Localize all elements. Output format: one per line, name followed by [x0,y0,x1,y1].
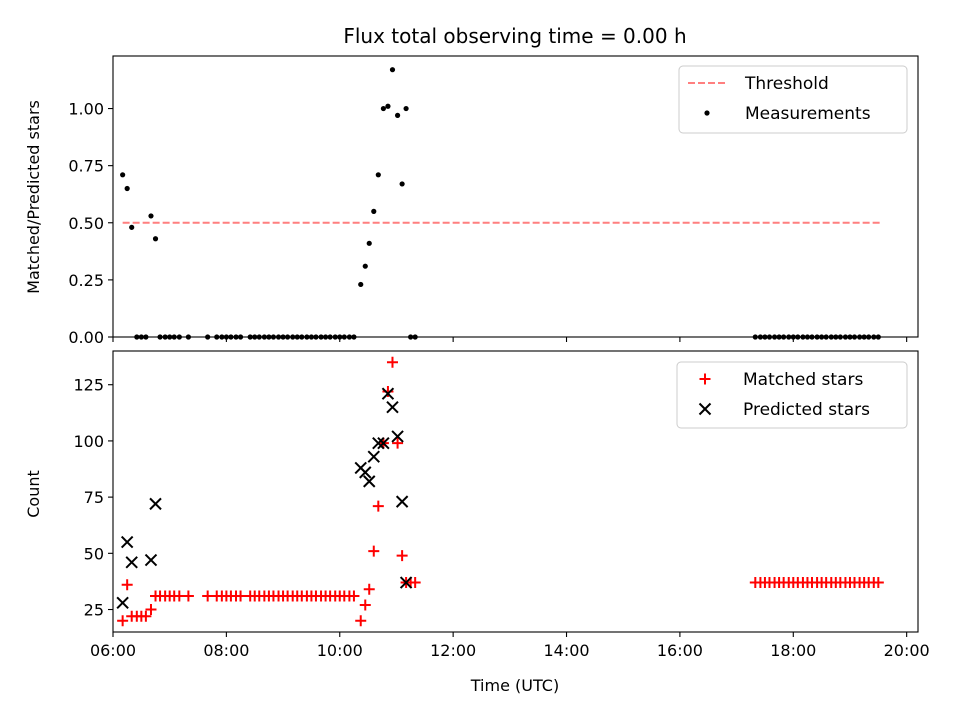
predicted-stars-point [367,450,380,463]
top-y-tick-label: 0.50 [68,214,104,233]
measurements-point [366,240,372,246]
matched-stars-point [355,615,367,627]
bottom-legend-box [676,361,908,429]
predicted-stars-point [125,556,138,569]
predicted-stars-point [363,475,376,488]
matched-stars-point [121,579,133,591]
predicted-stars-point [372,436,385,450]
x-tick-label: 20:00 [884,641,930,660]
matched-stars-point [235,590,247,602]
measurements-point [389,67,396,73]
predicted-stars-point [399,576,413,589]
x-tick-label: 16:00 [657,641,703,660]
x-tick-label: 18:00 [770,641,816,660]
predicted-stars-point [359,466,372,479]
matched-stars-point [396,550,408,562]
measurements-point [371,208,377,214]
measurements-point [120,172,126,178]
legend-measurements-label: Measurements [745,104,871,124]
matched-stars-point [359,599,371,611]
legend-predicted-stars-label: Predicted stars [743,400,870,420]
measurements-point [358,281,364,288]
measurements-point [380,105,387,112]
top-y-tick-label: 0.75 [68,157,104,176]
bottom-marks [116,356,884,627]
predicted-stars-point [386,400,399,414]
top-plot-frame [112,55,919,338]
bottom-y-tick-label: 50 [84,544,104,563]
measurements-point [403,105,409,112]
top-axes: 0.00 0.25 0.50 0.75 1.00 [68,100,908,347]
measurements-point [148,213,154,219]
x-tick-label: 06:00 [90,641,136,660]
matched-stars-point [392,437,404,449]
measurements-point [375,172,381,178]
legend-matched-stars-label: Matched stars [743,370,863,390]
top-legend: Threshold Measurements [678,65,908,134]
measurements-point [129,224,135,230]
top-legend-box [678,65,908,134]
predicted-stars-point [120,535,134,549]
bottom-legend: Matched stars Predicted stars [676,361,908,429]
bottom-y-tick-label: 25 [84,601,104,620]
x-tick-label: 10:00 [317,641,363,660]
predicted-stars-point [144,553,158,567]
matched-stars-point [409,577,421,589]
x-tick-label: 12:00 [430,641,476,660]
measurements-point [385,103,391,109]
bottom-y-tick-label: 75 [84,488,104,507]
matched-stars-point [386,356,398,368]
matched-stars-point [363,583,375,595]
top-panel: 0.00 0.25 0.50 0.75 1.00 Matched/Predicted s… [24,55,919,347]
matched-stars-point [368,545,380,557]
predicted-stars-point [395,495,409,508]
matched-stars-point [372,500,384,512]
predicted-stars-point [381,387,395,400]
x-tick-label: 08:00 [203,641,249,660]
matched-stars-point [117,615,129,627]
measurements-point [152,236,159,242]
predicted-stars-point [391,430,404,443]
matched-stars-point [872,577,884,589]
predicted-stars-point [149,497,162,511]
bottom-plot-frame [112,350,919,633]
top-y-axis-label: Matched/Predicted stars [24,100,43,294]
legend-predicted-stars-swatch [698,402,712,416]
matched-stars-point [182,590,194,602]
measurements-point [399,181,405,187]
bottom-axes: 06:00 08:00 10:00 12:00 14:00 16:00 18:00 20:00… [73,376,929,660]
bottom-y-tick-label: 100 [73,432,104,451]
top-y-tick-label: 0.00 [68,328,104,347]
predicted-stars-point [116,596,129,609]
bottom-y-axis-label: Count [24,470,43,518]
matched-stars-point [145,604,157,616]
measurements-point [362,263,368,269]
measurements-point [124,185,130,192]
predicted-stars-point [377,436,390,450]
bottom-y-tick-label: 125 [73,376,104,395]
legend-measurements-swatch [704,110,710,116]
x-axis-label: Time (UTC) [470,676,559,695]
matched-stars-point [140,610,152,622]
x-tick-label: 14:00 [543,641,589,660]
matched-stars-point [382,385,394,397]
measurements-point [394,112,401,118]
legend-threshold-label: Threshold [744,74,829,94]
chart-title: Flux total observing time = 0.00 h [343,24,686,48]
top-y-tick-label: 0.25 [68,271,104,290]
matched-stars-point [348,590,360,602]
legend-matched-stars-swatch [699,373,711,385]
bottom-panel: 06:00 08:00 10:00 12:00 14:00 16:00 18:00 20:00… [24,350,930,695]
top-y-tick-label: 1.00 [68,100,104,119]
